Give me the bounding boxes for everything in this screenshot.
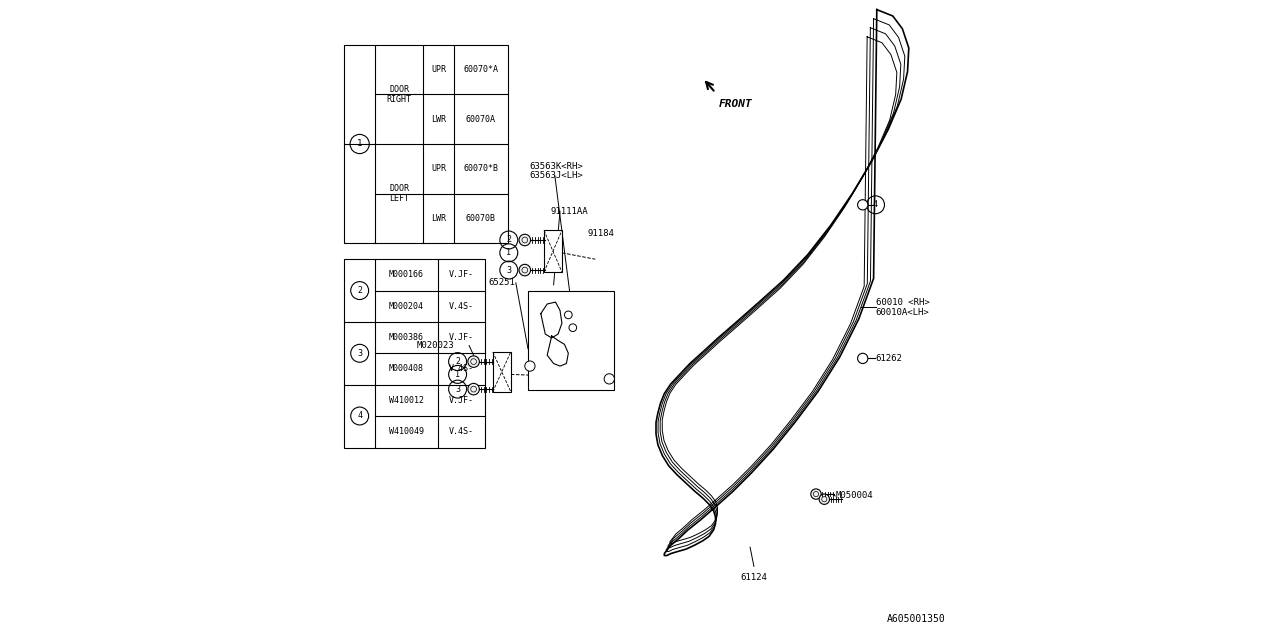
Text: V.JF-: V.JF-: [449, 396, 474, 405]
Text: 65251: 65251: [489, 278, 516, 287]
Text: V.4S-: V.4S-: [449, 301, 474, 311]
Bar: [544, 230, 562, 272]
Text: 0238S: 0238S: [579, 362, 604, 371]
Text: M000408: M000408: [389, 364, 424, 374]
Text: 60070*B: 60070*B: [463, 164, 498, 173]
Text: M050004: M050004: [836, 492, 873, 500]
Circle shape: [520, 234, 530, 246]
Circle shape: [468, 383, 480, 395]
Text: V.JF-: V.JF-: [449, 333, 474, 342]
Circle shape: [810, 489, 822, 499]
Circle shape: [468, 356, 480, 367]
Text: 63563J<LH>: 63563J<LH>: [530, 172, 582, 180]
Text: V.4S-: V.4S-: [449, 427, 474, 436]
Text: UPR: UPR: [431, 65, 445, 74]
Circle shape: [858, 200, 868, 210]
Circle shape: [525, 361, 535, 371]
Bar: [344, 259, 485, 448]
Text: M000204: M000204: [389, 301, 424, 311]
Bar: [344, 45, 507, 243]
Text: DOOR
LEFT: DOOR LEFT: [389, 184, 410, 204]
Circle shape: [564, 311, 572, 319]
Bar: [493, 352, 511, 392]
Circle shape: [520, 264, 530, 276]
Text: 3: 3: [456, 385, 460, 394]
Text: W410049: W410049: [389, 427, 424, 436]
Text: 60070B: 60070B: [466, 214, 495, 223]
Text: 60070A: 60070A: [466, 115, 495, 124]
Text: 1: 1: [456, 370, 460, 379]
Text: 60070*A: 60070*A: [463, 65, 498, 74]
Text: DOOR
RIGHT: DOOR RIGHT: [387, 84, 412, 104]
Text: UPR: UPR: [431, 164, 445, 173]
Text: A605001350: A605001350: [887, 614, 946, 624]
Text: 2: 2: [507, 236, 511, 244]
Text: 4: 4: [873, 200, 878, 209]
Text: 63563K<RH>: 63563K<RH>: [530, 162, 582, 171]
Text: 2: 2: [357, 286, 362, 295]
Text: V.4S-: V.4S-: [449, 364, 474, 374]
Text: 2: 2: [456, 357, 460, 366]
Circle shape: [819, 494, 829, 504]
Bar: [529, 291, 614, 390]
Text: 91184: 91184: [588, 229, 614, 238]
Text: M000386: M000386: [389, 333, 424, 342]
Text: 61124: 61124: [741, 573, 767, 582]
Text: V.JF-: V.JF-: [449, 270, 474, 280]
Text: M000166: M000166: [389, 270, 424, 280]
Text: FRONT: FRONT: [719, 99, 753, 109]
Text: 61262: 61262: [876, 354, 902, 363]
Text: LWR: LWR: [431, 214, 445, 223]
Text: W410012: W410012: [389, 396, 424, 405]
Text: M020023: M020023: [417, 341, 454, 350]
Text: 3: 3: [357, 349, 362, 358]
Text: 3: 3: [507, 266, 511, 275]
Text: 4: 4: [357, 412, 362, 420]
Circle shape: [568, 324, 576, 332]
Text: 60010 <RH>: 60010 <RH>: [876, 298, 929, 307]
Circle shape: [604, 374, 614, 384]
Text: 1: 1: [357, 140, 362, 148]
Text: 91111AA: 91111AA: [550, 207, 588, 216]
Text: LWR: LWR: [431, 115, 445, 124]
Text: 1: 1: [507, 248, 511, 257]
Circle shape: [858, 353, 868, 364]
Text: 60010A<LH>: 60010A<LH>: [876, 308, 929, 317]
